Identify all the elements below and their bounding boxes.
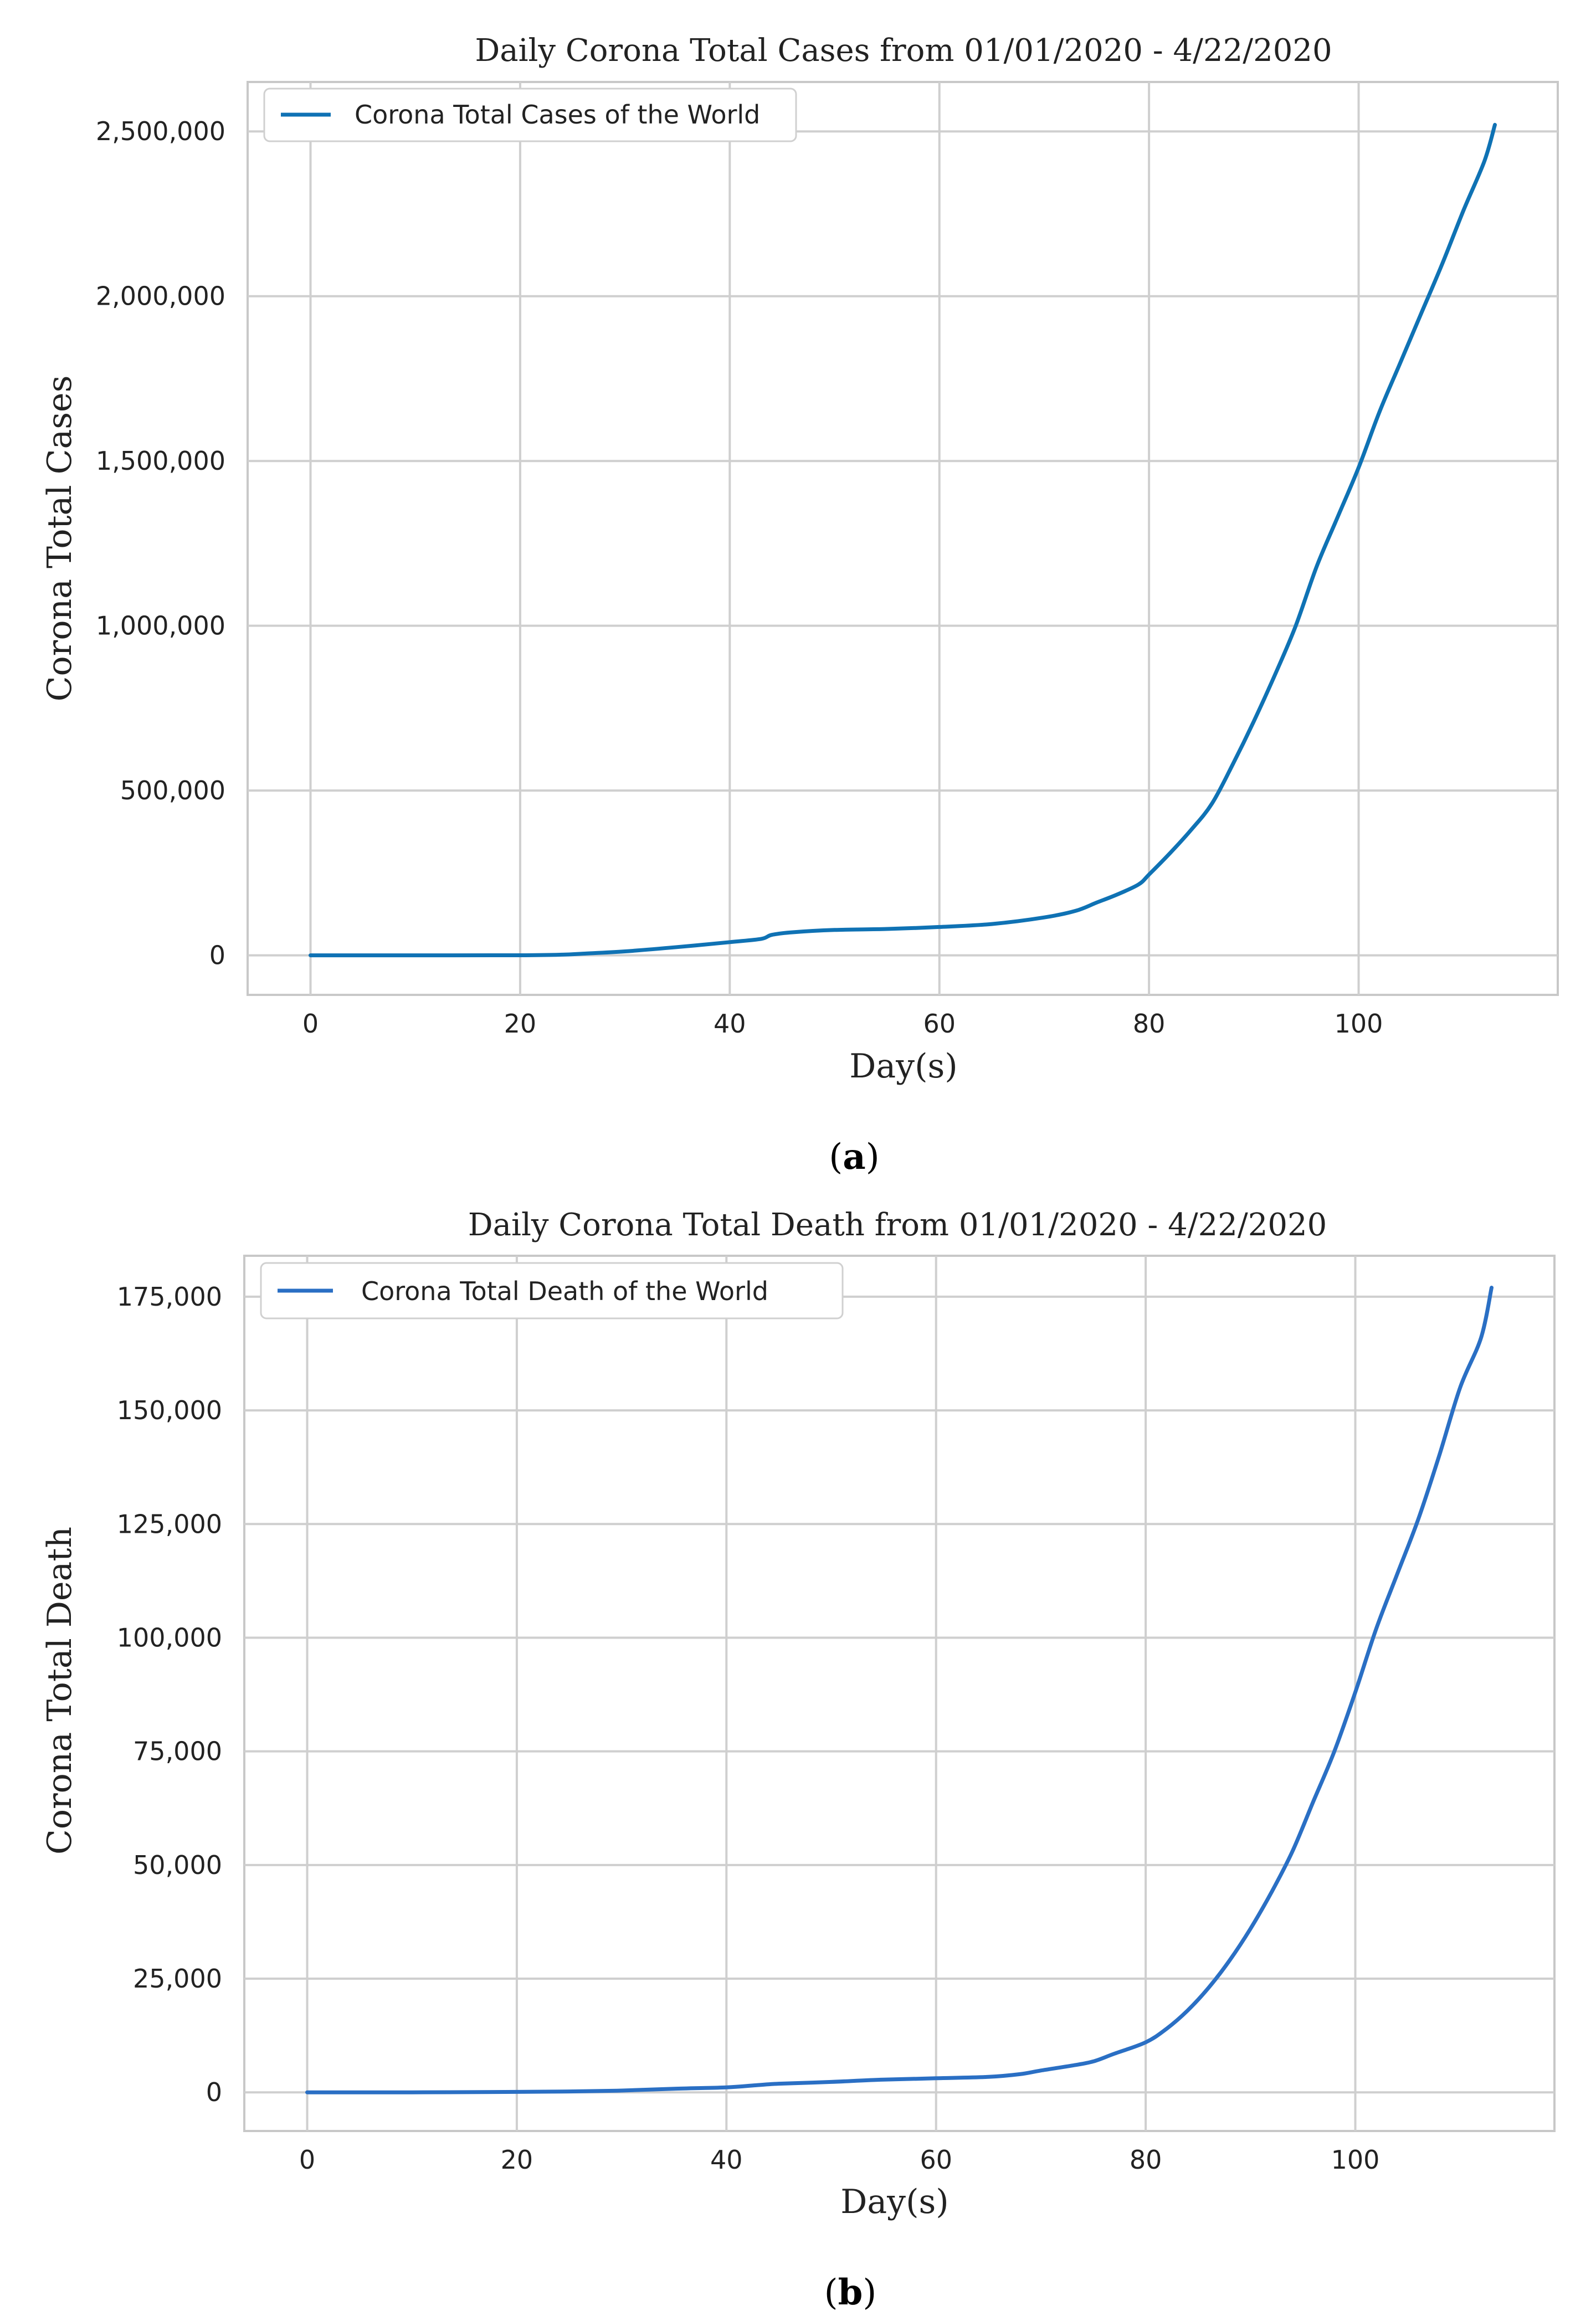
chart-a-legend: Corona Total Cases of the World [263, 88, 797, 142]
chart-b-xtick-label: 20 [501, 2145, 533, 2175]
chart-b-xtick-label: 60 [920, 2145, 952, 2175]
chart-a-ytick-label: 0 [209, 941, 225, 970]
chart-a-ytick-label: 500,000 [120, 776, 225, 805]
chart-a-series-line-0 [309, 122, 1497, 958]
chart-a-ticks: 0 20 40 60 80 100 0 500,000 1,000,000 1,500,000 2,… [96, 116, 1383, 1039]
chart-b-ytick-label: 125,000 [117, 1509, 222, 1539]
chart-a-caption-open: ( [829, 1137, 843, 1178]
chart-b-ytick-label: 150,000 [117, 1395, 222, 1425]
chart-a-ytick-label: 2,000,000 [96, 281, 225, 311]
chart-a-gridlines [248, 82, 1558, 995]
chart-b-ylabel: Corona Total Death [40, 1527, 79, 1855]
chart-b-caption: (b) [824, 2272, 877, 2313]
chart-b-legend: Corona Total Death of the World [260, 1262, 844, 1319]
chart-a-title: Daily Corona Total Cases from 01/01/2020… [475, 33, 1332, 69]
chart-b-ticks: 0 20 40 60 80 100 0 25,000 50,000 75,000 100,000 12… [117, 1282, 1380, 2175]
chart-a-caption-label: a [843, 1136, 865, 1178]
chart-b-ytick-label: 25,000 [133, 1964, 222, 1994]
chart-b-xlabel: Day(s) [840, 2183, 948, 2221]
chart-a-series-layer [309, 122, 1497, 958]
chart-a-xtick-label: 100 [1335, 1009, 1383, 1039]
chart-b-series-layer [305, 1286, 1494, 2094]
chart-a-ytick-label: 1,500,000 [96, 446, 225, 476]
chart-b-xtick-label: 0 [299, 2145, 315, 2175]
chart-b-ytick-label: 0 [206, 2077, 222, 2107]
chart-a-xlabel: Day(s) [849, 1047, 957, 1086]
chart-a-total-cases: 0 20 40 60 80 100 0 500,000 1,000,000 1,500,000 2,… [40, 33, 1559, 1178]
chart-b-caption-label: b [838, 2272, 863, 2313]
chart-b-ytick-label: 75,000 [133, 1737, 222, 1767]
chart-a-xtick-label: 40 [714, 1009, 746, 1039]
chart-a-caption-close: ) [866, 1137, 880, 1178]
chart-b-title: Daily Corona Total Death from 01/01/2020… [468, 1207, 1327, 1243]
chart-b-xtick-label: 80 [1130, 2145, 1162, 2175]
chart-b-series-line-0 [305, 1286, 1494, 2094]
chart-a-xtick-label: 0 [302, 1009, 319, 1039]
chart-a-plot-frame [247, 81, 1559, 996]
chart-a-legend-label: Corona Total Cases of the World [355, 100, 760, 130]
chart-b-caption-close: ) [863, 2272, 876, 2313]
chart-a-ytick-label: 1,000,000 [96, 611, 225, 641]
chart-b-caption-open: ( [824, 2272, 838, 2313]
chart-b-gridlines [244, 1256, 1554, 2131]
chart-a-legend-box [263, 88, 797, 142]
chart-b-legend-label: Corona Total Death of the World [361, 1276, 768, 1306]
chart-b-xtick-label: 40 [710, 2145, 743, 2175]
chart-b-legend-box [260, 1262, 844, 1319]
chart-a-ylabel: Corona Total Cases [40, 376, 79, 702]
chart-b-total-death: 0 20 40 60 80 100 0 25,000 50,000 75,000 100,000 12… [40, 1207, 1556, 2313]
chart-b-ytick-label: 100,000 [117, 1622, 222, 1652]
chart-a-xtick-label: 80 [1133, 1009, 1166, 1039]
chart-b-ytick-label: 50,000 [133, 1850, 222, 1880]
chart-a-xtick-label: 60 [923, 1009, 956, 1039]
chart-b-plot-frame [243, 1255, 1556, 2132]
chart-b-ytick-label: 175,000 [117, 1282, 222, 1312]
chart-a-ytick-label: 2,500,000 [96, 116, 225, 146]
chart-a-xtick-label: 20 [504, 1009, 537, 1039]
chart-a-caption: (a) [829, 1136, 879, 1178]
chart-b-xtick-label: 100 [1331, 2145, 1380, 2175]
